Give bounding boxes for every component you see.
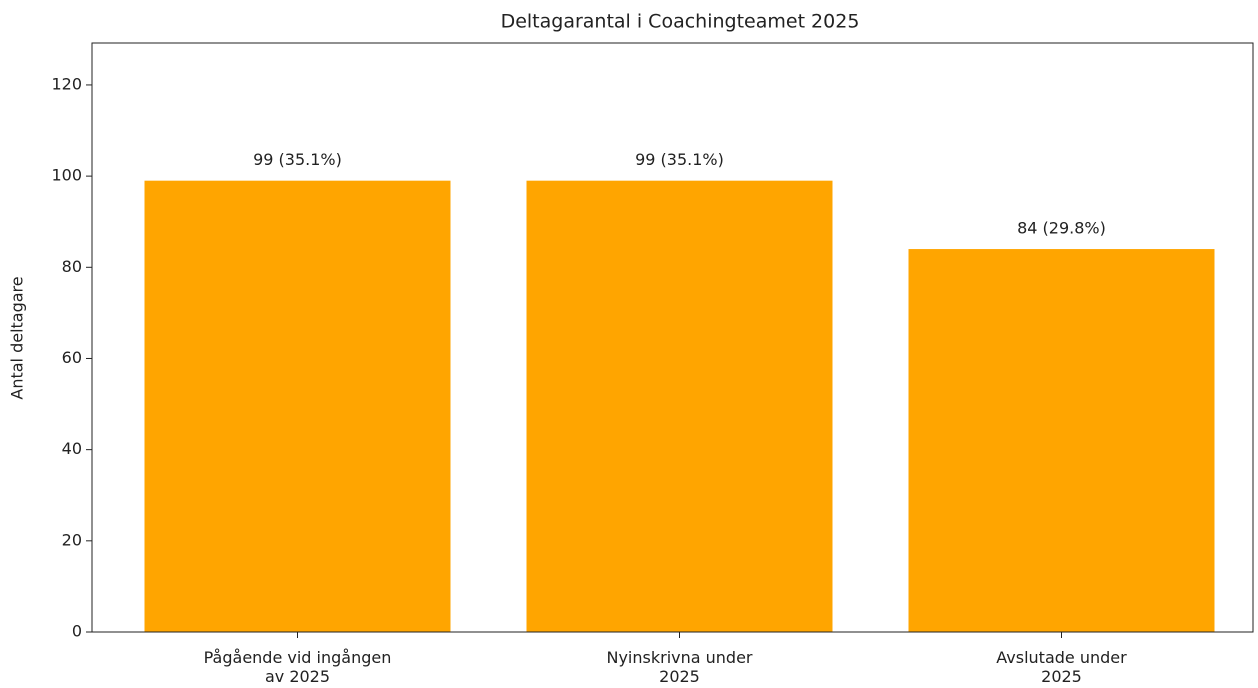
y-tick-label: 60: [62, 348, 82, 367]
bar: [526, 180, 833, 633]
y-axis-label: Antal deltagare: [8, 276, 27, 399]
data-label: 99 (35.1%): [635, 150, 724, 169]
x-tick-label: Nyinskrivna under 2025: [606, 648, 753, 686]
data-label: 99 (35.1%): [253, 150, 342, 169]
x-tick-label: Pågående vid ingången av 2025: [203, 648, 392, 686]
bar: [144, 180, 451, 633]
x-tick-label: Avslutade under 2025: [996, 648, 1127, 686]
y-tick-label: 20: [62, 530, 82, 549]
plot-frame: [91, 42, 1254, 633]
data-label: 84 (29.8%): [1017, 219, 1106, 238]
y-tick-label: 120: [51, 74, 82, 93]
y-tick-label: 80: [62, 257, 82, 276]
y-tick-label: 40: [62, 439, 82, 458]
bar: [908, 249, 1215, 632]
y-tick-label: 0: [72, 622, 82, 641]
y-tick-label: 100: [51, 166, 82, 185]
chart-title: Deltagarantal i Coachingteamet 2025: [501, 11, 860, 33]
